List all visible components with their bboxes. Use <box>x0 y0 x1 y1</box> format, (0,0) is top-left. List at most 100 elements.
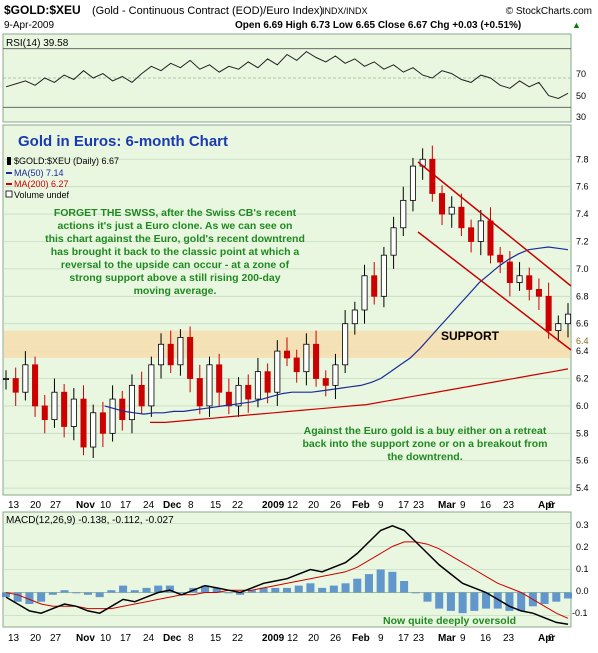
macd-histogram-bar <box>306 583 315 593</box>
candle <box>70 388 77 441</box>
annotation-line: back into the support zone or on a break… <box>302 438 547 450</box>
x-axis-label: 8 <box>188 500 194 511</box>
candle <box>409 157 416 212</box>
x-axis-bottom: 13 20 27 Nov 10 17 24 Dec 8 15 22 2009 12 20 26 Feb 9 17 2… <box>8 633 555 644</box>
candle <box>390 216 397 269</box>
x-axis-label: 16 <box>480 633 492 644</box>
candle <box>564 303 572 338</box>
downtrend-channel-upper <box>417 161 572 287</box>
candle <box>177 329 184 376</box>
price-tick-label: 6.4 <box>576 346 589 356</box>
price-tick-label: 5.8 <box>576 428 589 438</box>
legend: $GOLD:$XEU (Daily) 6.67 MA(50) 7.14 MA(2… <box>5 156 119 200</box>
candle <box>303 333 310 386</box>
x-axis-label: 12 <box>287 500 299 511</box>
chart-copyright[interactable]: © StockCharts.com <box>506 6 592 17</box>
macd-histogram-bar <box>411 592 420 594</box>
candle <box>32 356 39 417</box>
macd-histogram-bar <box>271 587 280 593</box>
chart-description: (Gold - Continuous Contract (EOD)/Euro I… <box>92 5 323 17</box>
x-axis-label: 20 <box>308 500 320 511</box>
macd-histogram-bar <box>329 585 338 593</box>
candle <box>458 193 465 236</box>
candle <box>313 330 320 387</box>
support-label: SUPPORT <box>441 329 500 343</box>
candle <box>61 384 68 438</box>
price-tick-label: 7.8 <box>576 154 589 164</box>
x-axis-label: 13 <box>8 633 20 644</box>
candle <box>293 349 300 383</box>
x-axis-label: 10 <box>100 500 112 511</box>
macd-histogram-bar <box>482 592 491 609</box>
price-tick-label: 7.4 <box>576 209 589 219</box>
price-tick-label: 6.6 <box>576 319 589 329</box>
candle <box>283 337 291 367</box>
candle <box>2 370 10 390</box>
x-axis-label: 23 <box>413 500 425 511</box>
candle <box>545 282 552 339</box>
macd-histogram-bar <box>177 592 186 594</box>
chart-date: 9-Apr-2009 <box>4 20 54 31</box>
price-tick-label: 5.6 <box>576 456 589 466</box>
macd-histogram-bar <box>95 592 104 598</box>
macd-histogram-bar <box>107 590 116 593</box>
macd-histogram-bar <box>165 585 174 593</box>
price-tick-label: 6.8 <box>576 291 589 301</box>
candle <box>128 374 135 434</box>
macd-tick-0.3: 0.3 <box>576 520 589 530</box>
candle <box>22 351 29 401</box>
x-axis-label: 12 <box>287 633 299 644</box>
macd-histogram-bar <box>540 592 549 604</box>
candle <box>80 385 87 456</box>
macd-histogram-bar <box>119 585 128 593</box>
x-axis-label: 17 <box>120 500 132 511</box>
downtrend-channel-lower <box>417 231 572 351</box>
macd-annotation: Now quite deeply oversold <box>383 615 516 627</box>
highlight-price-label: 6.4 <box>576 336 589 346</box>
x-axis-label: 20 <box>30 500 42 511</box>
candle <box>516 262 523 291</box>
macd-histogram-bar <box>259 587 268 593</box>
rsi-line <box>5 50 569 100</box>
x-axis-label: 16 <box>480 500 492 511</box>
macd-histogram-bar <box>13 592 22 602</box>
x-axis-label: Apr <box>538 500 555 511</box>
candle <box>187 326 194 393</box>
candle <box>206 356 213 417</box>
macd-panel: MACD(12,26,9) -0.138, -0.112, -0.027 Now… <box>1 511 589 628</box>
macd-histogram-bar <box>48 592 57 595</box>
macd-histogram-bar <box>458 592 467 614</box>
x-axis-label: Dec <box>163 500 182 511</box>
candle <box>225 378 232 415</box>
rsi-tick-50: 50 <box>576 91 586 101</box>
macd-histogram-bar <box>563 592 573 599</box>
candle <box>332 353 339 400</box>
candle <box>400 186 407 236</box>
candle <box>264 363 271 404</box>
candle <box>361 264 368 324</box>
x-axis-label: Dec <box>163 633 182 644</box>
annotation-line: actions it's just a Euro clone. As we ca… <box>58 220 293 232</box>
candle <box>439 185 446 226</box>
macd-histogram-bar <box>25 592 34 604</box>
macd-histogram-bar <box>1 592 11 598</box>
candle <box>235 377 242 417</box>
macd-signal-line <box>5 541 569 619</box>
candle <box>322 370 329 397</box>
up-arrow-icon: ▲ <box>572 20 581 30</box>
price-tick-label: 6.0 <box>576 401 589 411</box>
candle <box>380 246 387 308</box>
x-axis-label: Mar <box>438 500 456 511</box>
macd-histogram-bar <box>341 583 350 593</box>
legend-ma200: MA(200) 6.27 <box>14 179 69 189</box>
rsi-tick-70: 70 <box>576 69 586 79</box>
chart-exchange: INDX/INDX <box>322 6 368 16</box>
macd-histogram-bar <box>247 590 256 593</box>
candle <box>138 371 145 415</box>
annotation-line: has brought it back to the classic point… <box>51 246 300 258</box>
annotation-buy: Against the Euro gold is a buy either on… <box>302 425 547 463</box>
macd-tick-0.1: 0.1 <box>576 564 589 574</box>
candle <box>254 357 261 408</box>
ma50-line <box>104 246 569 415</box>
x-axis-label: 9 <box>460 633 466 644</box>
